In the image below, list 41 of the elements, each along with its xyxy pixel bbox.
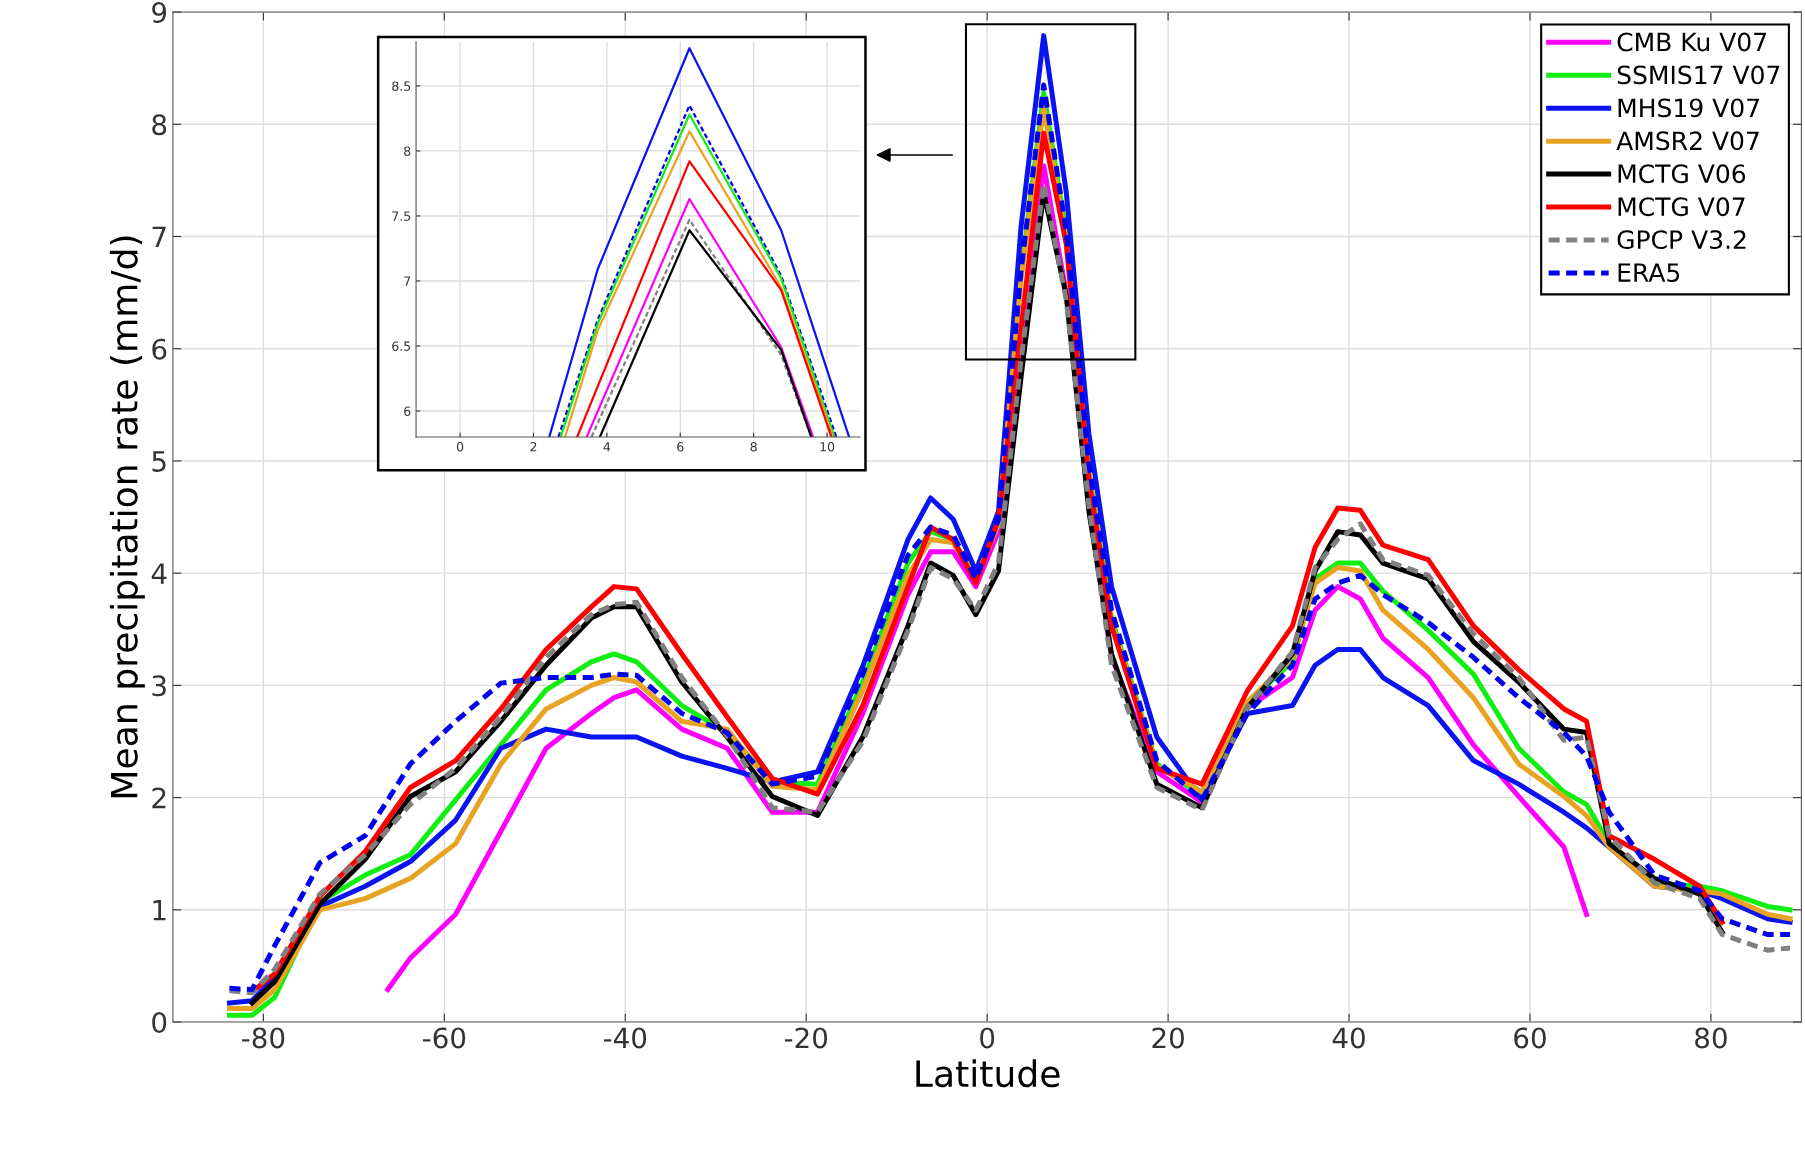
y-axis-title: Mean precipitation rate (mm/d) [109,236,145,798]
y-tick-label: 7.5 [392,211,411,221]
x-tick-label: 6 [677,442,684,452]
y-tick-label: 2 [152,787,166,809]
legend-label: MHS19 V07 [1618,98,1759,118]
x-tick-label: -40 [603,1027,647,1049]
x-tick-label: 40 [1332,1027,1365,1049]
y-tick-label: 6.5 [392,341,411,351]
x-tick-label: 10 [820,442,835,452]
y-tick-label: 8 [404,146,411,156]
x-tick-label: -80 [242,1027,285,1049]
x-tick-label: 8 [750,442,757,452]
y-tick-label: 7 [152,226,166,248]
y-tick-label: 5 [152,451,166,472]
x-tick-label: 0 [456,442,464,452]
x-tick-label: 60 [1514,1027,1546,1049]
y-tick-label: 6 [152,338,167,360]
y-tick-label: 0 [152,1011,167,1033]
x-tick-label: 20 [1152,1027,1184,1049]
x-axis-title: Latitude [916,1059,1060,1088]
legend-label: MCTG V07 [1618,197,1745,217]
y-tick-label: 3 [152,675,166,697]
legend-label: GPCP V3.2 [1617,230,1746,250]
x-tick-label: -20 [784,1027,828,1049]
legend-label: SSMIS17 V07 [1617,65,1780,85]
y-tick-label: 9 [152,2,167,24]
y-tick-label: 1 [153,900,166,921]
legend-label: MCTG V06 [1618,164,1746,184]
y-tick-label: 4 [151,563,167,584]
x-tick-label: 80 [1695,1027,1727,1049]
legend-label: ERA5 [1618,263,1680,283]
x-tick-label: 0 [980,1027,995,1049]
y-tick-label: 8.5 [392,81,411,91]
x-tick-label: -60 [423,1027,466,1049]
legend-label: AMSR2 V07 [1616,131,1759,151]
y-tick-label: 6 [404,406,411,416]
y-tick-label: 8 [152,114,167,136]
x-tick-label: 4 [603,442,611,452]
y-tick-label: 7 [404,276,411,286]
x-tick-label: 2 [530,442,537,452]
legend-label: CMB Ku V07 [1617,32,1766,52]
